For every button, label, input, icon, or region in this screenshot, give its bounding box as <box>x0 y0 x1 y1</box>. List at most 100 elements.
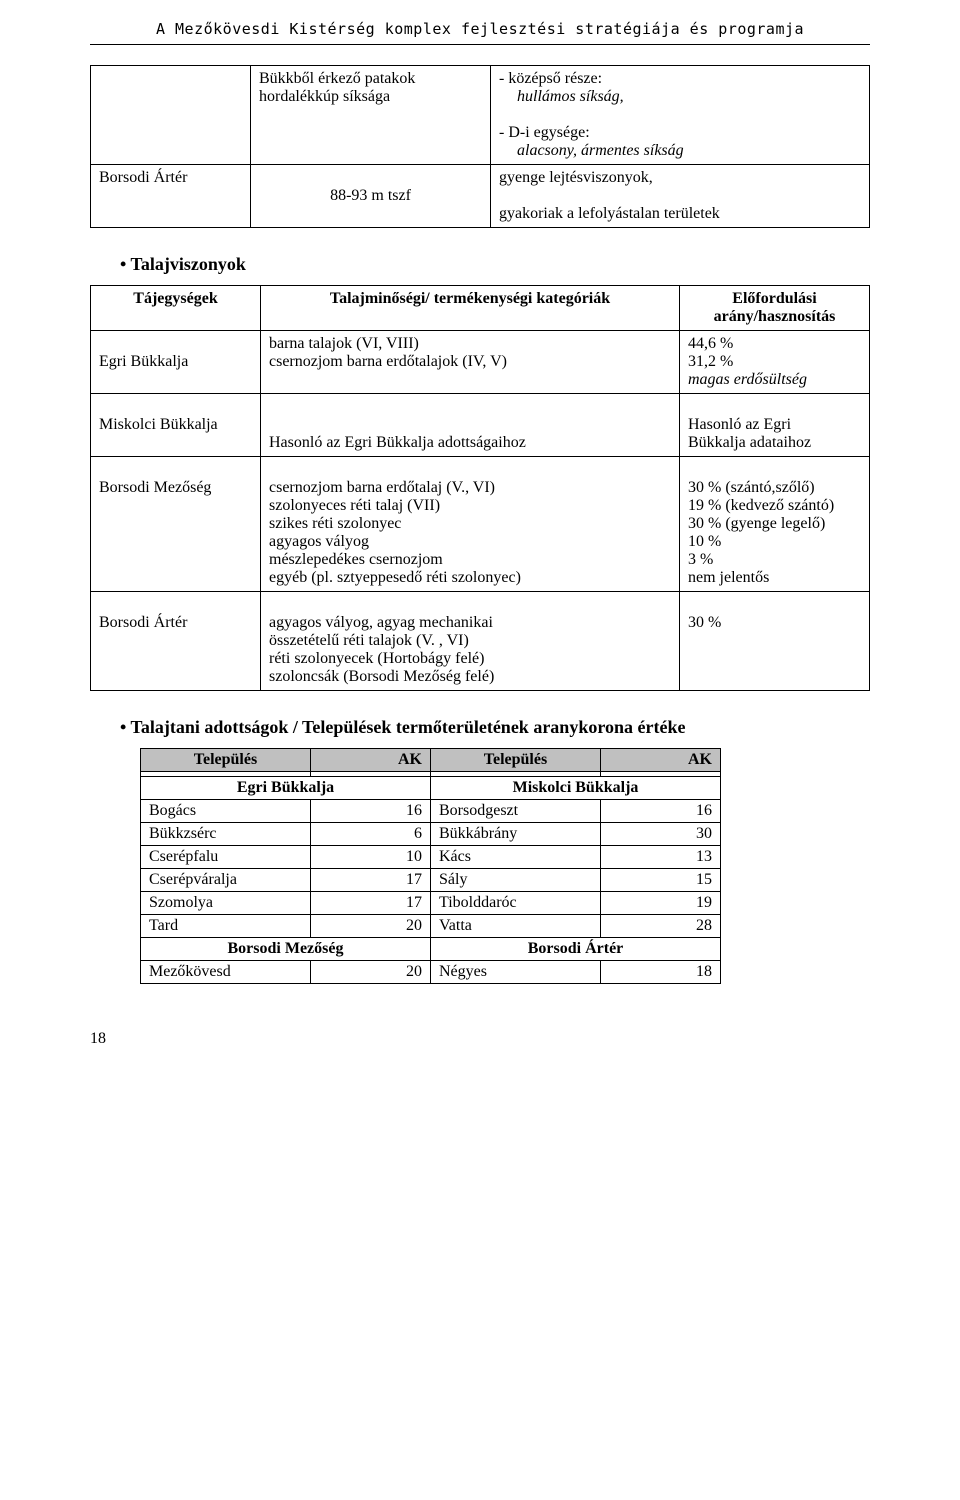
cell: Borsodi Mezőség <box>91 457 261 592</box>
text: 3 % <box>688 551 861 569</box>
cell: gyenge lejtésviszonyok, gyakoriak a lefo… <box>491 165 870 228</box>
cell: 28 <box>601 915 721 938</box>
cell: 17 <box>311 869 431 892</box>
text: agyagos vályog, agyag mechanikai <box>269 614 671 632</box>
text: barna talajok (VI, VIII) <box>269 335 671 353</box>
cell: 30 % (szántó,szőlő) 19 % (kedvező szántó… <box>680 457 870 592</box>
text: Bükkből érkező patakok hordalékkúp síksá… <box>259 70 482 106</box>
text: szoloncsák (Borsodi Mezőség felé) <box>269 668 671 686</box>
text: agyagos vályog <box>269 533 671 551</box>
page-header: A Mezőkövesdi Kistérség komplex fejleszt… <box>90 20 870 45</box>
table-row: Tard 20 Vatta 28 <box>141 915 721 938</box>
text: magas erdősültség <box>688 371 861 389</box>
text: Bükkalja adataihoz <box>688 434 861 452</box>
subheader-cell: Borsodi Mezőség <box>141 938 431 961</box>
cell: 20 <box>311 961 431 984</box>
page-number: 18 <box>90 1030 870 1048</box>
soil-table: Tájegységek Talajminőségi/ termékenységi… <box>90 285 870 691</box>
cell: Vatta <box>431 915 601 938</box>
header-cell: Talajminőségi/ termékenységi kategóriák <box>261 286 680 331</box>
cell: 30 <box>601 823 721 846</box>
cell: barna talajok (VI, VIII) csernozjom barn… <box>261 331 680 394</box>
header-cell: AK <box>601 749 721 772</box>
text: csernozjom barna erdőtalajok (IV, V) <box>269 353 671 371</box>
cell: Tard <box>141 915 311 938</box>
table-row: Cserépváralja 17 Sály 15 <box>141 869 721 892</box>
text: csernozjom barna erdőtalaj (V., VI) <box>269 479 671 497</box>
cell: Tibolddaróc <box>431 892 601 915</box>
cell: Szomolya <box>141 892 311 915</box>
text: 19 % (kedvező szántó) <box>688 497 861 515</box>
header-cell: Település <box>141 749 311 772</box>
cell: 15 <box>601 869 721 892</box>
text: egyéb (pl. sztyeppesedő réti szolonyec) <box>269 569 671 587</box>
table-row: Szomolya 17 Tibolddaróc 19 <box>141 892 721 915</box>
header-cell: Tájegységek <box>91 286 261 331</box>
ak-table: Település AK Település AK Egri Bükkalja … <box>140 748 721 984</box>
cell: Hasonló az Egri Bükkalja adataihoz <box>680 394 870 457</box>
text: Hasonló az Egri <box>688 416 861 434</box>
text: 10 % <box>688 533 861 551</box>
cell: 6 <box>311 823 431 846</box>
cell: Borsodi Ártér <box>91 592 261 691</box>
cell: Borsodgeszt <box>431 800 601 823</box>
cell: Cserépváralja <box>141 869 311 892</box>
cell: Borsodi Ártér <box>91 165 251 228</box>
cell: Bogács <box>141 800 311 823</box>
cell: 20 <box>311 915 431 938</box>
text: 44,6 % <box>688 335 861 353</box>
cell: Négyes <box>431 961 601 984</box>
text: 30 % (szántó,szőlő) <box>688 479 861 497</box>
cell: agyagos vályog, agyag mechanikai összeté… <box>261 592 680 691</box>
header-cell: AK <box>311 749 431 772</box>
text: összetételű réti talajok (V. , VI) <box>269 632 671 650</box>
cell: 16 <box>311 800 431 823</box>
text: gyakoriak a lefolyástalan területek <box>499 205 861 223</box>
text: réti szolonyecek (Hortobágy felé) <box>269 650 671 668</box>
text: mészlepedékes csernozjom <box>269 551 671 569</box>
text: nem jelentős <box>688 569 861 587</box>
text: 30 % <box>688 614 861 632</box>
subheader-cell: Miskolci Bükkalja <box>431 777 721 800</box>
text: - D-i egysége: <box>499 124 861 142</box>
cell: 13 <box>601 846 721 869</box>
text: szolonyeces réti talaj (VII) <box>269 497 671 515</box>
cell: 17 <box>311 892 431 915</box>
table-row: Mezőkövesd 20 Négyes 18 <box>141 961 721 984</box>
cell: 18 <box>601 961 721 984</box>
table-row: Bükkzsérc 6 Bükkábrány 30 <box>141 823 721 846</box>
cell: Mezőkövesd <box>141 961 311 984</box>
cell: Bükkzsérc <box>141 823 311 846</box>
cell: Hasonló az Egri Bükkalja adottságaihoz <box>261 394 680 457</box>
cell: 10 <box>311 846 431 869</box>
cell-empty <box>91 66 251 165</box>
cell: Miskolci Bükkalja <box>91 394 261 457</box>
subheader-cell: Borsodi Ártér <box>431 938 721 961</box>
cell: Bükkábrány <box>431 823 601 846</box>
text: 31,2 % <box>688 353 861 371</box>
cell: 88-93 m tszf <box>251 165 491 228</box>
table-row: Cserépfalu 10 Kács 13 <box>141 846 721 869</box>
cell: - középső része: hullámos síkság, - D-i … <box>491 66 870 165</box>
table-row: Bogács 16 Borsodgeszt 16 <box>141 800 721 823</box>
section-title-ak: Talajtani adottságok / Települések termő… <box>120 717 870 738</box>
cell: csernozjom barna erdőtalaj (V., VI) szol… <box>261 457 680 592</box>
cell: 30 % <box>680 592 870 691</box>
cell: Egri Bükkalja <box>91 331 261 394</box>
cell: 44,6 % 31,2 % magas erdősültség <box>680 331 870 394</box>
text: alacsony, ármentes síkság <box>499 142 861 160</box>
section-title-soil: Talajviszonyok <box>120 254 870 275</box>
morphology-table: Bükkből érkező patakok hordalékkúp síksá… <box>90 65 870 228</box>
cell: Kács <box>431 846 601 869</box>
cell: Bükkből érkező patakok hordalékkúp síksá… <box>251 66 491 165</box>
subheader-cell: Egri Bükkalja <box>141 777 431 800</box>
header-cell: Előfordulási arány/hasznosítás <box>680 286 870 331</box>
text: hullámos síkság, <box>499 88 861 106</box>
cell: 19 <box>601 892 721 915</box>
text: 30 % (gyenge legelő) <box>688 515 861 533</box>
cell: Cserépfalu <box>141 846 311 869</box>
cell: 16 <box>601 800 721 823</box>
header-cell: Település <box>431 749 601 772</box>
text: gyenge lejtésviszonyok, <box>499 169 861 187</box>
text: szikes réti szolonyec <box>269 515 671 533</box>
